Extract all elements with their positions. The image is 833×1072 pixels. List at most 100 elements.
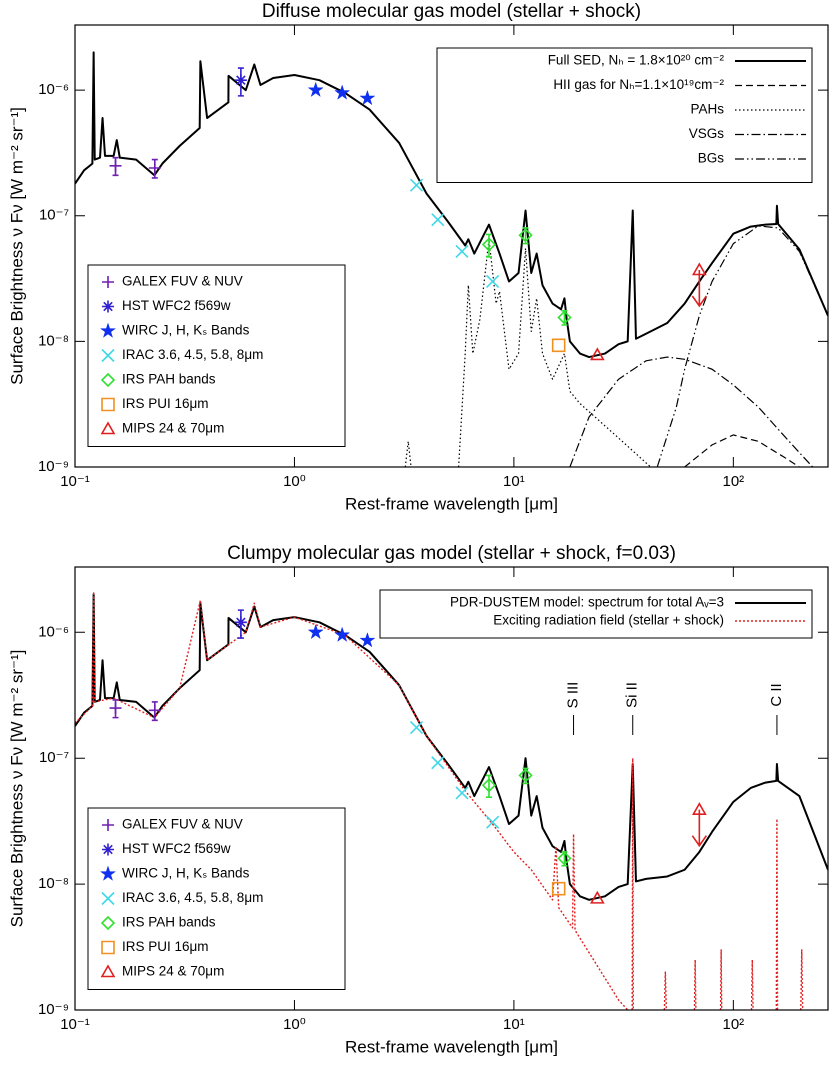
data-point (557, 851, 572, 866)
plot-area (75, 591, 828, 1010)
x-tick-label: 10¹ (503, 1016, 525, 1033)
legend-label: GALEX FUV & NUV (122, 817, 243, 832)
data-point (307, 81, 324, 98)
chart-title: Clumpy molecular gas model (stellar + sh… (227, 543, 676, 564)
legend-label: Exciting radiation field (stellar + shoc… (493, 613, 724, 628)
data-point (557, 310, 572, 325)
model-line (656, 225, 828, 467)
data-point (359, 89, 376, 106)
data-point (691, 802, 707, 815)
x-tick-label: 10⁻¹ (60, 473, 90, 490)
legend-label: WIRC J, H, Kₛ Bands (122, 866, 250, 881)
legend-label: WIRC J, H, Kₛ Bands (122, 323, 250, 338)
data-point (431, 213, 445, 227)
data-point (334, 626, 351, 642)
y-tick-label: 10⁻⁸ (38, 332, 69, 349)
model-line (75, 51, 828, 359)
data-point (455, 244, 469, 258)
annotation-label: S III (565, 682, 582, 709)
x-tick-label: 10⁰ (283, 1016, 306, 1033)
x-axis-title: Rest-frame wavelength [μm] (345, 1037, 558, 1056)
legend-marker (102, 300, 114, 313)
legend-label: IRAC 3.6, 4.5, 5.8, 8μm (122, 890, 263, 905)
legend-box (436, 47, 813, 183)
model-line (75, 591, 804, 1010)
legend-marker (102, 843, 114, 856)
y-axis-title: Surface Brightness ν Fν [W m⁻² sr⁻¹] (7, 107, 26, 385)
legend-label: MIPS 24 & 70μm (122, 964, 224, 979)
upper-limit-arrow (691, 270, 708, 308)
y-axis-title: Surface Brightness ν Fν [W m⁻² sr⁻¹] (7, 650, 26, 928)
model-line (684, 434, 800, 467)
data-point (486, 815, 500, 829)
data-point (359, 632, 376, 648)
legend-marker (100, 421, 116, 435)
legend-label: HII gas for Nₕ=1.1×10¹⁹cm⁻² (553, 77, 724, 92)
y-tick-label: 10⁻⁸ (38, 875, 69, 892)
model-line (75, 593, 828, 901)
legend-marker (99, 322, 117, 338)
data-point (551, 881, 566, 896)
data-point (589, 890, 605, 904)
data-point (518, 768, 533, 783)
legend-marker (101, 397, 115, 412)
x-tick-label: 10⁰ (283, 473, 306, 490)
legend-label: IRS PUI 16μm (122, 939, 209, 954)
chart-title: Diffuse molecular gas model (stellar + s… (262, 1, 641, 22)
panel: Clumpy molecular gas model (stellar + sh… (7, 543, 829, 1056)
legend-label: IRAC 3.6, 4.5, 5.8, 8μm (122, 347, 263, 362)
legend-box (87, 807, 346, 990)
panel: Diffuse molecular gas model (stellar + s… (7, 1, 829, 513)
legend-marker (100, 915, 116, 931)
legend-label: BGs (698, 151, 725, 166)
x-tick-label: 10² (722, 1016, 744, 1033)
data-point (551, 338, 566, 353)
legend-marker (100, 964, 116, 978)
data-point (148, 704, 161, 717)
legend-marker (101, 891, 115, 906)
data-point (409, 178, 424, 192)
plot-frame (74, 566, 829, 1011)
legend-box (379, 589, 813, 639)
legend-marker (101, 940, 115, 955)
model-line (569, 356, 814, 467)
legend-label: IRS PAH bands (122, 372, 216, 387)
x-tick-label: 10¹ (503, 473, 525, 490)
data-point (148, 161, 161, 174)
data-point (334, 84, 351, 100)
data-point (518, 228, 533, 243)
data-point (455, 786, 469, 800)
legend-marker (99, 865, 117, 881)
y-tick-label: 10⁻⁶ (38, 623, 69, 640)
model-line (404, 238, 652, 467)
legend-label: HST WFC2 f569w (122, 298, 231, 313)
legend-label: IRS PUI 16μm (122, 396, 209, 411)
data-point (109, 159, 122, 172)
legend-label: PAHs (690, 102, 724, 117)
legend-marker (100, 372, 116, 388)
legend-box (87, 264, 346, 447)
x-tick-label: 10⁻¹ (60, 1016, 90, 1033)
legend-label: VSGs (689, 126, 725, 141)
y-tick-label: 10⁻⁷ (39, 207, 69, 224)
data-point (481, 778, 497, 793)
y-tick-label: 10⁻⁶ (38, 81, 69, 98)
legend-label: Full SED, Nₕ = 1.8×10²⁰ cm⁻² (548, 53, 725, 68)
legend-label: IRS PAH bands (122, 915, 216, 930)
y-tick-label: 10⁻⁷ (39, 749, 69, 766)
legend-marker (102, 276, 114, 288)
data-point (481, 237, 497, 252)
plot-area (75, 51, 828, 467)
data-point (431, 756, 445, 770)
annotation-label: C II (768, 683, 785, 706)
y-tick-label: 10⁻⁹ (38, 1001, 69, 1018)
data-point (589, 347, 605, 361)
legend-label: PDR-DUSTEM model: spectrum for total Aᵥ=… (450, 595, 724, 610)
data-point (234, 74, 247, 87)
x-axis-title: Rest-frame wavelength [μm] (345, 494, 558, 513)
x-tick-label: 10² (722, 473, 744, 490)
y-tick-label: 10⁻⁹ (38, 458, 69, 475)
plot-frame (74, 24, 829, 468)
legend-marker (101, 348, 115, 363)
